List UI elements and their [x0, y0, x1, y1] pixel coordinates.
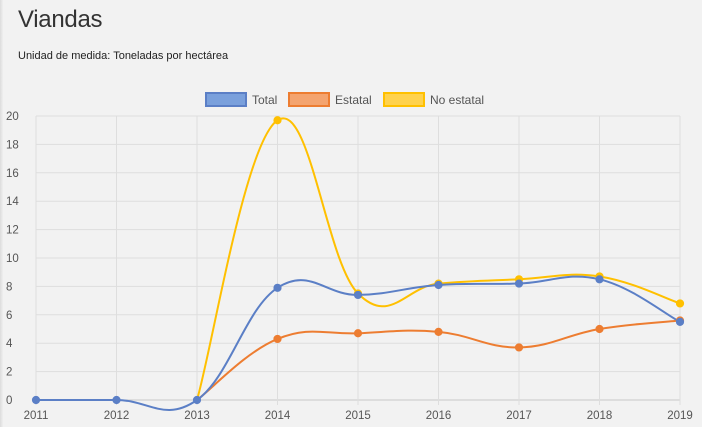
data-point-total[interactable]	[31, 395, 41, 405]
x-tick-label: 2015	[345, 410, 371, 422]
y-axis-ticks: 0 2 4 6 8 10 12 14 16 18 20	[6, 111, 19, 407]
x-tick-label: 2017	[506, 410, 532, 422]
data-point-no-estatal[interactable]	[273, 116, 282, 125]
x-tick-label: 2013	[184, 410, 210, 422]
data-point-no-estatal[interactable]	[675, 299, 685, 308]
x-axis-ticks: 2011 2012 2013 2014 2015 2016 2017 2018 2019	[24, 410, 693, 422]
y-tick-label: 4	[6, 338, 13, 350]
x-tick-label: 2012	[104, 410, 130, 422]
legend-label: No estatal	[430, 93, 484, 107]
legend-swatch	[383, 92, 425, 107]
legend-item-total[interactable]: Total	[205, 92, 277, 107]
chart-legend: Total Estatal No estatal	[205, 92, 484, 107]
series-line-total	[36, 275, 681, 411]
y-tick-label: 10	[6, 253, 19, 265]
data-point-total[interactable]	[273, 283, 282, 292]
left-edge-shadow	[0, 0, 3, 427]
data-point-estatal[interactable]	[595, 324, 604, 334]
chart-grid	[35, 115, 681, 405]
legend-swatch	[205, 92, 247, 107]
data-point-estatal[interactable]	[353, 329, 363, 338]
x-tick-label: 2019	[667, 410, 693, 422]
y-tick-label: 0	[6, 395, 12, 407]
y-tick-label: 2	[6, 367, 12, 379]
data-point-estatal[interactable]	[434, 327, 443, 336]
data-point-total[interactable]	[595, 275, 604, 284]
x-tick-label: 2018	[587, 410, 613, 422]
data-point-estatal[interactable]	[514, 343, 524, 352]
x-tick-label: 2016	[426, 410, 452, 422]
data-point-total[interactable]	[514, 279, 524, 288]
y-tick-label: 18	[6, 139, 19, 151]
y-tick-label: 14	[6, 196, 19, 208]
y-tick-label: 8	[6, 281, 12, 293]
y-tick-label: 12	[6, 225, 19, 237]
legend-label: Total	[252, 93, 277, 107]
legend-item-no-estatal[interactable]: No estatal	[383, 92, 484, 107]
data-point-total[interactable]	[112, 395, 121, 405]
legend-swatch	[288, 92, 330, 107]
y-tick-label: 6	[6, 310, 12, 322]
x-tick-label: 2014	[265, 410, 291, 422]
page-title: Viandas	[18, 6, 103, 33]
x-tick-label: 2011	[24, 410, 49, 422]
series-points	[31, 116, 685, 405]
y-tick-label: 20	[6, 111, 19, 123]
series-line-no-estatal	[196, 117, 681, 401]
unit-subtitle: Unidad de medida: Toneladas por hectárea	[18, 50, 229, 62]
data-point-total[interactable]	[434, 280, 443, 290]
data-point-estatal[interactable]	[273, 334, 282, 344]
data-point-total[interactable]	[192, 395, 202, 405]
data-point-total[interactable]	[353, 290, 363, 300]
legend-label: Estatal	[335, 93, 372, 107]
y-tick-label: 16	[6, 168, 19, 180]
data-point-total[interactable]	[675, 317, 685, 326]
legend-item-estatal[interactable]: Estatal	[288, 92, 372, 107]
